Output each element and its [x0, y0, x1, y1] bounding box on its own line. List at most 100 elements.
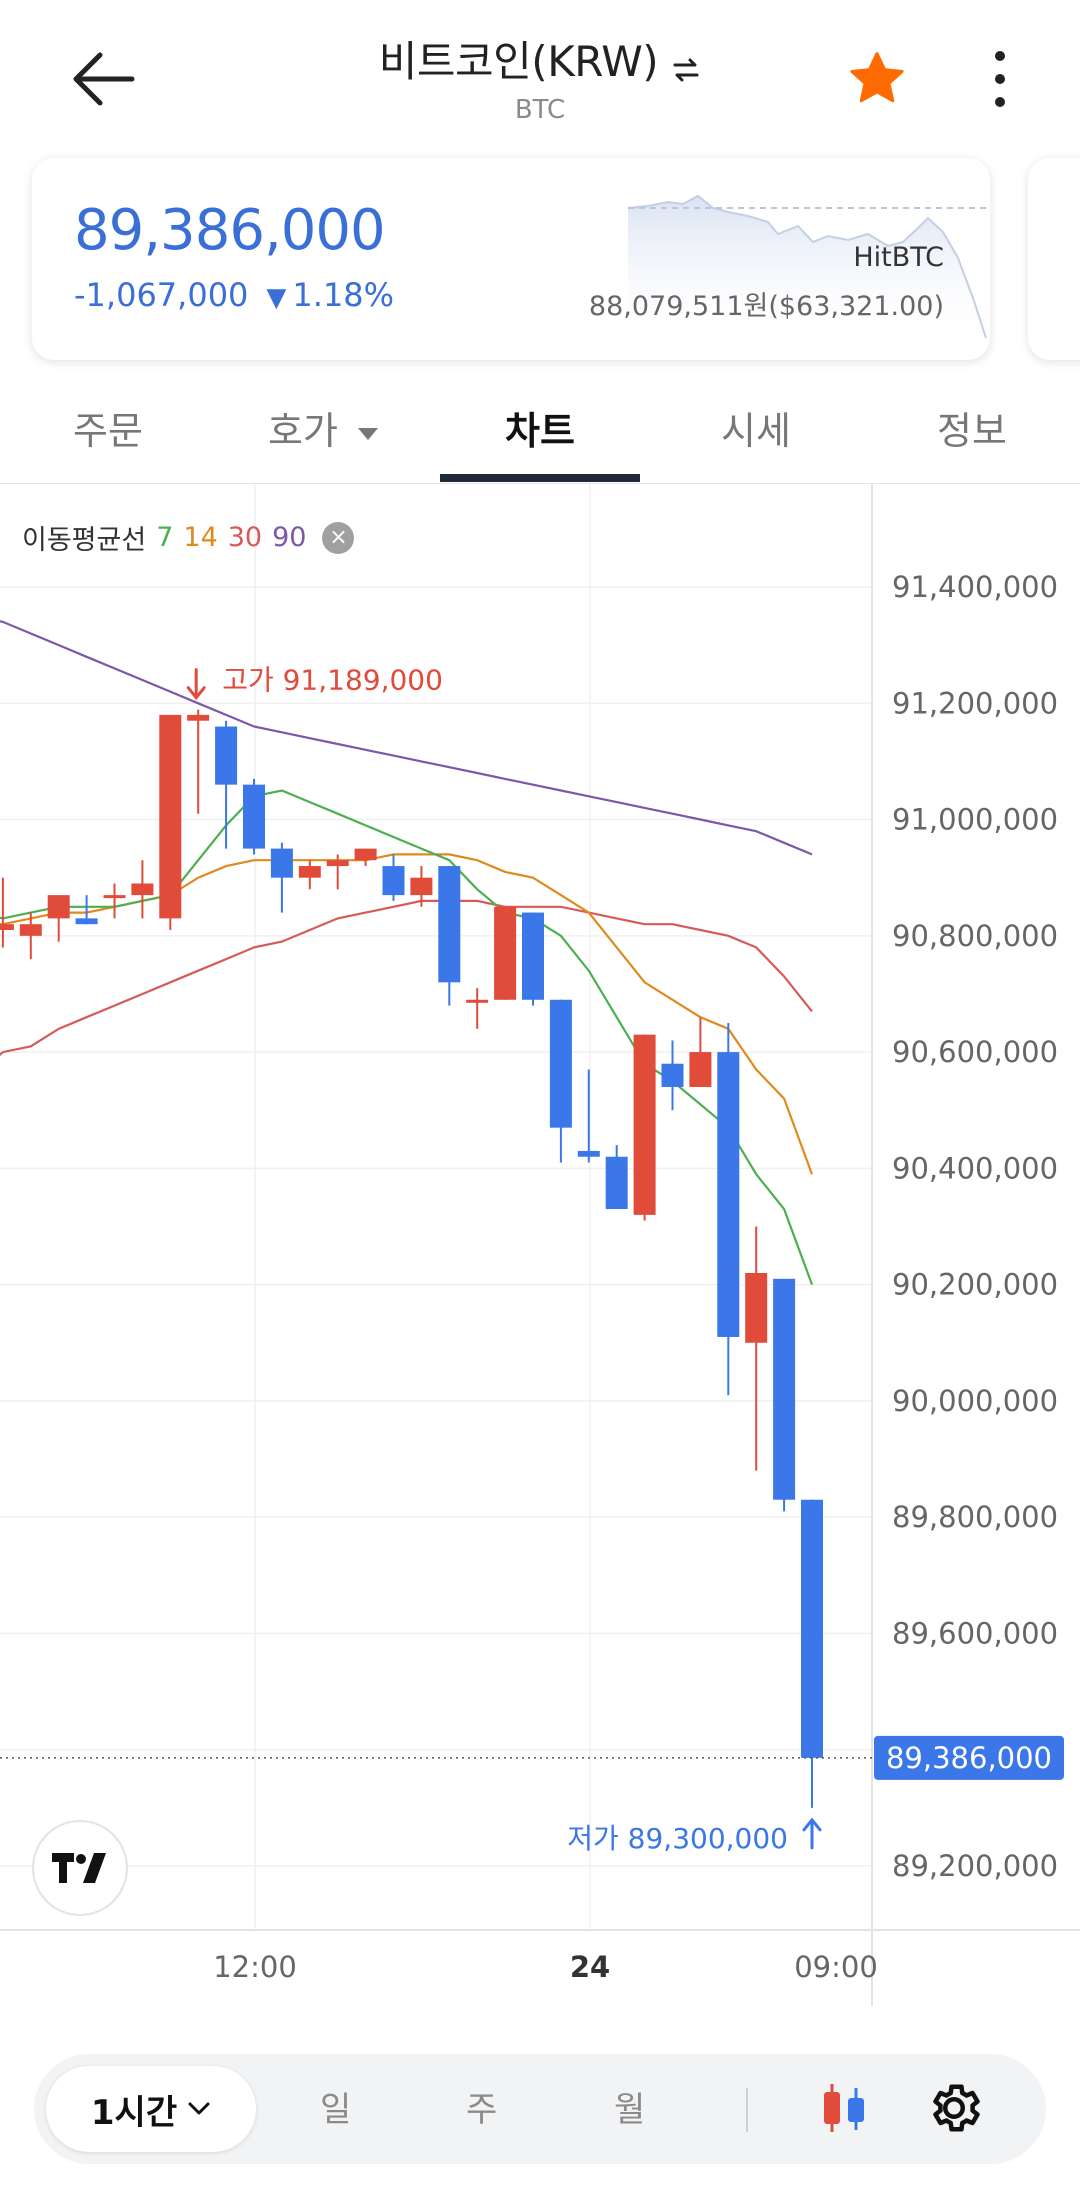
- period-month[interactable]: 월: [614, 2090, 646, 2130]
- current-price: 89,386,000: [74, 198, 386, 263]
- ma-30-line: [0, 899, 813, 1056]
- tradingview-logo[interactable]: [32, 1820, 128, 1916]
- x-tick-label: 12:00: [213, 1950, 297, 1984]
- candle-body: [689, 1052, 712, 1087]
- gear-icon[interactable]: [924, 2078, 984, 2138]
- high-arrow-icon: [186, 668, 206, 701]
- mini-price-chart: [628, 194, 990, 348]
- candle-body: [131, 883, 154, 896]
- candle-body: [187, 714, 210, 721]
- change-down-icon: ▼: [266, 283, 287, 313]
- candle-body: [745, 1273, 768, 1343]
- ma-period-90: 90: [272, 522, 307, 553]
- high-price-label: 고가 91,189,000: [222, 664, 443, 697]
- candle-body: [159, 714, 182, 919]
- interval-label: 1시간: [90, 2092, 178, 2133]
- period-day[interactable]: 일: [320, 2090, 352, 2130]
- candle-body: [438, 866, 461, 983]
- candle-body: [103, 895, 126, 899]
- price-change: -1,067,000 ▼ 1.18%: [74, 276, 394, 314]
- candle-body: [773, 1278, 796, 1500]
- candle-body: [0, 924, 14, 931]
- candle-body: [717, 1052, 740, 1337]
- x-tick-label: 09:00: [794, 1950, 878, 1984]
- tab-market[interactable]: 시세: [721, 409, 791, 453]
- favorite-button[interactable]: [846, 48, 908, 110]
- y-tick-label: 91,000,000: [892, 803, 1058, 837]
- candle-body: [633, 1034, 656, 1215]
- page-subtitle: BTC: [514, 95, 566, 125]
- toolbar-divider: [746, 2088, 748, 2132]
- candle-body: [19, 924, 42, 936]
- page-title: 비트코인(KRW): [378, 37, 659, 86]
- star-icon: [850, 52, 904, 103]
- more-button[interactable]: [978, 44, 1022, 114]
- low-arrow-icon: [802, 1817, 822, 1850]
- chevron-down-icon: [188, 2102, 210, 2115]
- y-tick-label: 89,800,000: [892, 1500, 1058, 1534]
- ma-legend-label: 이동평균선: [22, 525, 147, 556]
- tab-order[interactable]: 주문: [73, 409, 143, 453]
- ma-7-line: [0, 789, 814, 1285]
- candle-body: [215, 726, 238, 785]
- candle-body: [243, 784, 265, 849]
- y-tick-label: 90,000,000: [892, 1384, 1058, 1418]
- change-percent: 1.18%: [292, 276, 395, 314]
- close-icon[interactable]: ×: [322, 521, 355, 554]
- current-price-tag-label: 89,386,000: [886, 1741, 1052, 1775]
- moving-average-legend: 이동평균선 7 14 30 90 ×: [22, 518, 355, 557]
- bottom-toolbar: 1시간 일 주 월: [34, 2054, 1046, 2164]
- candle-body: [661, 1063, 684, 1087]
- ma-14-line: [0, 853, 814, 1175]
- candle-body: [494, 906, 517, 1000]
- y-tick-label: 89,200,000: [892, 1849, 1058, 1883]
- tab-orderbook[interactable]: 호가: [268, 400, 418, 455]
- low-price-label: 저가 89,300,000: [567, 1822, 788, 1855]
- y-tick-label: 91,400,000: [892, 570, 1058, 604]
- candlestick-icon[interactable]: [814, 2078, 874, 2138]
- arrow-left-icon: [73, 52, 135, 106]
- interval-selector[interactable]: 1시간: [46, 2066, 256, 2152]
- candle-body: [410, 877, 433, 896]
- tab-orderbook-label: 호가: [268, 409, 338, 453]
- candle-body: [801, 1499, 823, 1758]
- candle-body: [75, 918, 98, 925]
- candle-body: [298, 866, 321, 878]
- candle-body: [522, 912, 544, 1000]
- tab-chart[interactable]: 차트: [505, 409, 575, 453]
- more-vertical-icon: [995, 51, 1005, 107]
- title-block[interactable]: 비트코인(KRW) BTC: [290, 28, 790, 125]
- exchange-name: HitBTC: [853, 242, 944, 273]
- candlestick-chart[interactable]: 91,400,000 91,200,000 91,000,000 90,800,000…: [0, 484, 1080, 2014]
- x-tick-label: 24: [570, 1950, 610, 1984]
- y-tick-label: 90,600,000: [892, 1035, 1058, 1069]
- price-card: 89,386,000 -1,067,000 ▼ 1.18% HitBTC 88,07…: [32, 158, 990, 360]
- ma-period-30: 30: [227, 522, 263, 553]
- next-card-peek[interactable]: [1028, 158, 1080, 360]
- active-tab-indicator: [440, 474, 640, 482]
- y-tick-label: 90,400,000: [892, 1151, 1058, 1185]
- ma-period-7: 7: [156, 522, 174, 553]
- period-week[interactable]: 주: [466, 2090, 498, 2130]
- current-price-tag: [874, 1735, 1064, 1780]
- candle-body: [354, 848, 377, 861]
- back-button[interactable]: [66, 44, 142, 114]
- y-tick-label: 90,800,000: [892, 919, 1058, 953]
- y-tick-label: 91,200,000: [892, 686, 1058, 720]
- chart-area[interactable]: 91,400,000 91,200,000 91,000,000 90,800,000…: [0, 484, 1080, 2014]
- y-tick-label: 89,600,000: [892, 1616, 1058, 1650]
- tab-bar: 주문 호가 차트 시세 정보: [0, 380, 1080, 484]
- candle-body: [270, 848, 293, 878]
- candle-body: [605, 1156, 628, 1210]
- candle-body: [549, 999, 572, 1128]
- y-tick-label: 90,200,000: [892, 1268, 1058, 1302]
- exchange-price: 88,079,511원($63,321.00): [588, 291, 944, 322]
- tab-info[interactable]: 정보: [937, 409, 1007, 453]
- candle-body: [326, 860, 349, 867]
- candle-body: [577, 1150, 600, 1157]
- candle-body: [47, 895, 70, 919]
- change-amount: -1,067,000: [74, 276, 249, 314]
- candle-body: [382, 866, 405, 896]
- swap-arrows-icon[interactable]: [671, 55, 701, 89]
- ma-period-14: 14: [183, 522, 218, 553]
